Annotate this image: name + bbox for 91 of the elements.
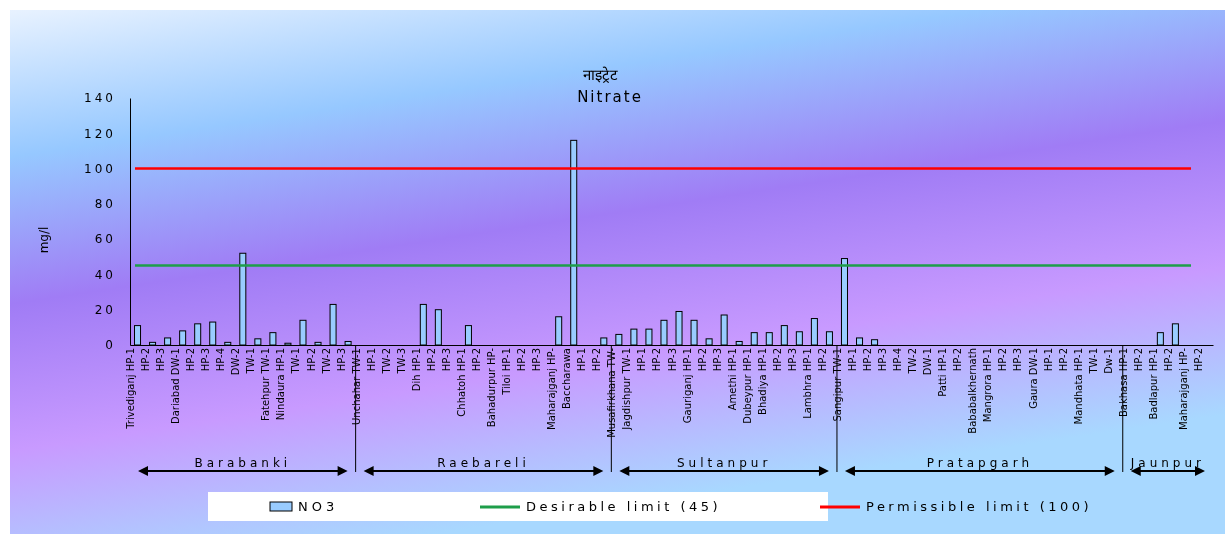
x-tick-label: HP-2	[771, 348, 783, 372]
x-tick-label: HP-3	[440, 348, 452, 372]
x-tick-label: HP-3	[1012, 348, 1024, 372]
y-tick-label: 20	[94, 303, 116, 318]
x-tick-label: Bakhasa HP-1	[1117, 348, 1129, 418]
x-tick-label: Sangipur TW-1	[831, 348, 843, 422]
x-tick-label: HP-3	[786, 348, 798, 372]
x-tick-label: HP-2	[1057, 348, 1069, 372]
x-tick-label: HP-2	[470, 348, 482, 372]
x-tick-label: TW-2	[320, 348, 332, 375]
x-tick-label: HP-1	[636, 348, 648, 372]
x-tick-label: Amethi HP-1	[726, 348, 738, 411]
x-tick-label: Tiloi HP-1	[501, 348, 513, 396]
x-tick-label: HP-1	[1042, 348, 1054, 372]
x-tick-label: HP-2	[591, 348, 603, 372]
x-tick-label: HP-4	[215, 348, 227, 372]
x-tick-label: HP-2	[516, 348, 528, 372]
x-tick-label: HP-3	[711, 348, 723, 372]
text: Pratapgarh	[926, 456, 1033, 470]
x-tick-label: Badlapur HP-1	[1147, 348, 1159, 420]
x-tick-label: Bhadiya HP-1	[756, 348, 768, 415]
x-tick-label: HP-4	[892, 348, 904, 372]
chart-subtitle: Nitrate	[577, 88, 643, 106]
x-tick-label: HP-2	[140, 348, 152, 372]
y-tick-label: 40	[94, 267, 116, 282]
y-axis-title: mg/l	[37, 226, 51, 254]
text: Barabanki	[194, 456, 292, 470]
x-tick-label: Unchahar TW-1	[350, 348, 362, 425]
x-tick-label: Musafirkhana TW-	[606, 347, 618, 438]
x-tick-label: HP-1	[576, 348, 588, 372]
x-tick-label: HP-2	[952, 348, 964, 372]
x-tick-label: HP-2	[425, 348, 437, 372]
text: Jaunpur	[1129, 456, 1206, 470]
y-tick-label: 0	[105, 338, 116, 353]
x-tick-label: HP-2	[305, 348, 317, 372]
x-tick-label: HP-3	[666, 348, 678, 372]
x-tick-label: TW-3	[395, 348, 407, 375]
x-tick-label: HP-3	[531, 348, 543, 372]
x-tick-label: HP-2	[651, 348, 663, 372]
y-tick-label: 80	[94, 197, 116, 212]
x-tick-label: Dubeypur HP-1	[741, 348, 753, 424]
x-tick-label: HP-3	[877, 348, 889, 372]
x-tick-label: DW-2	[230, 348, 242, 376]
legend-label: Desirable limit (45)	[526, 499, 722, 514]
x-tick-label: Bahadurpur HP-	[486, 347, 498, 428]
x-tick-label: Baccharawa	[561, 348, 573, 409]
legend-label: Permissible limit (100)	[866, 499, 1093, 514]
y-tick-label: 120	[84, 126, 116, 141]
x-tick-label: Chhatoh HP-1	[455, 348, 467, 417]
x-tick-label: DW-1	[922, 348, 934, 376]
x-tick-label: Nindaura HP-1	[275, 348, 287, 421]
x-tick-label: HP-1	[847, 348, 859, 372]
x-tick-label: TW-1	[290, 348, 302, 375]
x-tick-label: Dariabad DW-1	[170, 348, 182, 425]
y-tick-label: 60	[94, 232, 116, 247]
x-tick-label: Lambhra HP-1	[801, 348, 813, 419]
x-tick-label: HP-2	[1192, 348, 1204, 372]
x-tick-label: Patti HP-1	[937, 348, 949, 397]
x-tick-label: Gauriganj HP-1	[681, 348, 693, 424]
y-tick-label: 100	[84, 161, 116, 176]
x-tick-label: Dih HP-1	[410, 348, 422, 392]
x-tick-label: HP-2	[696, 348, 708, 372]
x-tick-label: HP-1	[365, 348, 377, 372]
y-tick-label: 140	[84, 91, 116, 106]
x-tick-label: HP-2	[1132, 348, 1144, 372]
legend-label: NO3	[298, 499, 339, 514]
x-tick-label: HP-3	[155, 348, 167, 372]
x-tick-label: Maharajganj HP-	[1177, 347, 1189, 430]
x-tick-label: HP-2	[862, 348, 874, 372]
x-tick-label: HP-2	[816, 348, 828, 372]
x-tick-label: TW-2	[380, 348, 392, 375]
x-tick-label: HP-2	[185, 348, 197, 372]
text: Sultanpur	[676, 456, 772, 470]
x-tick-label: Dw-1	[1102, 348, 1114, 374]
x-tick-label: Jagdishpur TW-1	[621, 348, 633, 431]
x-tick-label: TW-1	[1087, 348, 1099, 375]
x-tick-label: Maharajganj HP-	[546, 347, 558, 430]
x-tick-label: HP-3	[335, 348, 347, 372]
x-tick-label: TW-1	[245, 348, 257, 375]
x-tick-label: Fatehpur TW-1	[260, 348, 272, 421]
x-tick-label: HP-2	[997, 348, 1009, 372]
chart-title: नाइट्रेट	[582, 66, 618, 84]
x-tick-label: TW-2	[907, 348, 919, 375]
x-tick-label: Mangrora HP-1	[982, 348, 994, 423]
x-tick-label: Bababalkhernath	[967, 348, 979, 434]
text: Raebareli	[437, 456, 530, 470]
x-tick-label: Gaura DW-1	[1027, 348, 1039, 409]
x-tick-label: HP-2	[1162, 348, 1174, 372]
x-tick-label: Trivediganj HP-1	[125, 348, 137, 430]
x-tick-label: Mandhata HP-1	[1072, 348, 1084, 425]
x-tick-label: HP-3	[200, 348, 212, 372]
